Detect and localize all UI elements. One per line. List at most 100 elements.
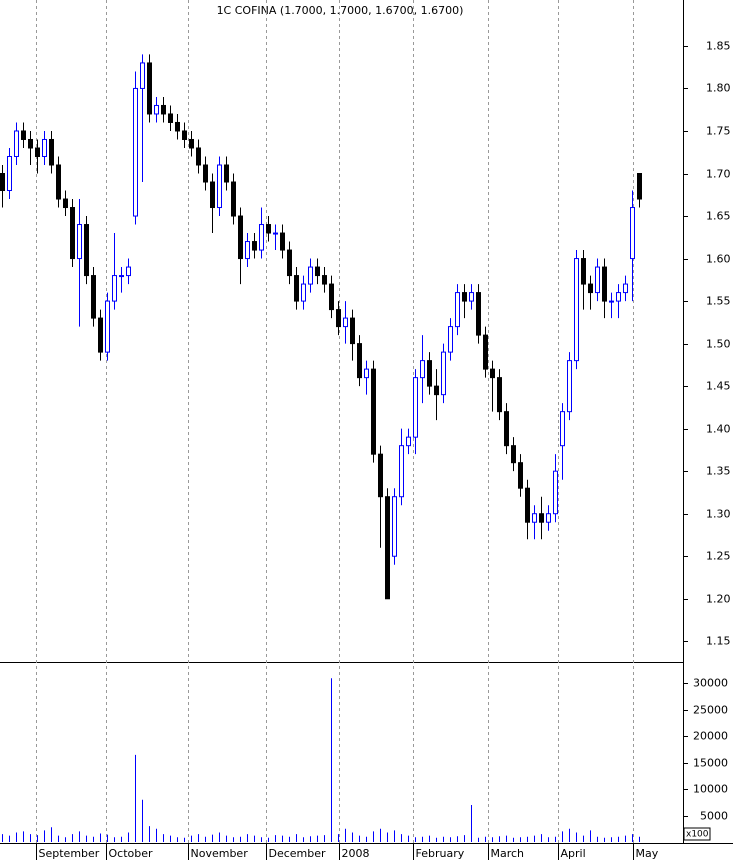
candle-body (70, 207, 75, 260)
y-tick-label: 1.85 (706, 40, 731, 53)
candle-body (553, 470, 558, 515)
y-tick-label: 1.75 (706, 125, 731, 138)
x-tick-label: February (416, 847, 465, 860)
candle-body (28, 138, 33, 149)
candle-body (455, 292, 460, 328)
candle-body (567, 360, 572, 413)
candle-body (483, 334, 488, 370)
candle-body (210, 181, 215, 209)
candle-body (35, 147, 40, 157)
candle-body (504, 411, 509, 447)
x-tick-label: November (191, 847, 249, 860)
candle-body (203, 164, 208, 183)
candle-body (133, 87, 138, 217)
y-tick-label: 1.65 (706, 210, 731, 223)
candle-body (294, 275, 299, 302)
candle-body (266, 224, 271, 234)
candle-body (637, 173, 642, 200)
candle-body (392, 496, 397, 557)
candle-body (560, 411, 565, 447)
candle-body (497, 377, 502, 413)
candle-body (469, 292, 474, 302)
x-tick-label: 2008 (342, 847, 370, 860)
candle-body (371, 368, 376, 455)
candle-body (385, 496, 390, 600)
candle-body (63, 198, 68, 209)
candle-body (7, 155, 12, 192)
candle-body (238, 215, 243, 260)
candle-body (147, 62, 152, 115)
y-tick-label: 1.70 (706, 168, 731, 181)
candle-body (357, 343, 362, 379)
candle-body (224, 164, 229, 183)
y-tick-label: 20000 (693, 730, 728, 743)
candle-body (196, 147, 201, 166)
candle-body (287, 249, 292, 277)
candle-body (623, 283, 628, 294)
candle-body (0, 173, 5, 192)
candle-body (609, 300, 614, 303)
candle-body (168, 113, 173, 123)
candle-body (308, 266, 313, 285)
candle-body (21, 130, 26, 140)
candle-body (350, 317, 355, 345)
y-tick-label: 1.25 (706, 550, 731, 563)
x-tick-label: December (269, 847, 327, 860)
y-tick-label: 25000 (693, 704, 728, 717)
candle-body (511, 445, 516, 464)
candle-body (14, 130, 19, 157)
candle-body (98, 317, 103, 353)
y-tick-label: 1.20 (706, 593, 731, 606)
candle-body (140, 62, 145, 89)
candle-body (182, 130, 187, 140)
candle-body (588, 283, 593, 294)
candle-body (630, 207, 635, 260)
candle-body (364, 368, 369, 379)
candle-body (329, 283, 334, 311)
candle-body (42, 138, 47, 157)
candle-body (476, 292, 481, 336)
volume-unit: x100 (686, 830, 709, 840)
x-tick-label: September (39, 847, 100, 860)
candle-body (441, 351, 446, 396)
y-tick-label: 15000 (693, 757, 728, 770)
candle-body (154, 104, 159, 115)
candle-body (273, 232, 278, 235)
chart-title: 1C COFINA (1.7000, 1.7000, 1.6700, 1.670… (217, 4, 464, 17)
candle-body (161, 104, 166, 115)
y-tick-label: 1.30 (706, 508, 731, 521)
candle-body (231, 181, 236, 217)
candle-body (49, 138, 54, 166)
candle-body (378, 453, 383, 498)
candle-body (301, 283, 306, 302)
y-tick-label: 1.60 (706, 253, 731, 266)
candle-body (189, 138, 194, 149)
y-tick-label: 1.45 (706, 380, 731, 393)
candle-body (574, 258, 579, 362)
candle-body (56, 164, 61, 200)
candle-body (490, 368, 495, 379)
y-tick-label: 1.40 (706, 423, 731, 436)
candle-body (518, 462, 523, 489)
unit-box (683, 827, 711, 841)
candle-body (448, 326, 453, 353)
candle-body (245, 241, 250, 260)
candle-body (105, 300, 110, 353)
candle-body (532, 513, 537, 523)
candle-body (413, 377, 418, 438)
candle-body (336, 309, 341, 328)
candle-body (616, 292, 621, 302)
candle-body (252, 241, 257, 251)
y-tick-label: 1.55 (706, 295, 731, 308)
x-tick-label: April (561, 847, 586, 860)
y-tick-label: 10000 (693, 783, 728, 796)
candle-body (126, 266, 131, 277)
candle-body (91, 275, 96, 319)
candle-body (315, 266, 320, 277)
y-tick-label: 1.80 (706, 82, 731, 95)
x-tick-label: March (491, 847, 525, 860)
candle-body (539, 513, 544, 523)
candle-body (462, 292, 467, 302)
